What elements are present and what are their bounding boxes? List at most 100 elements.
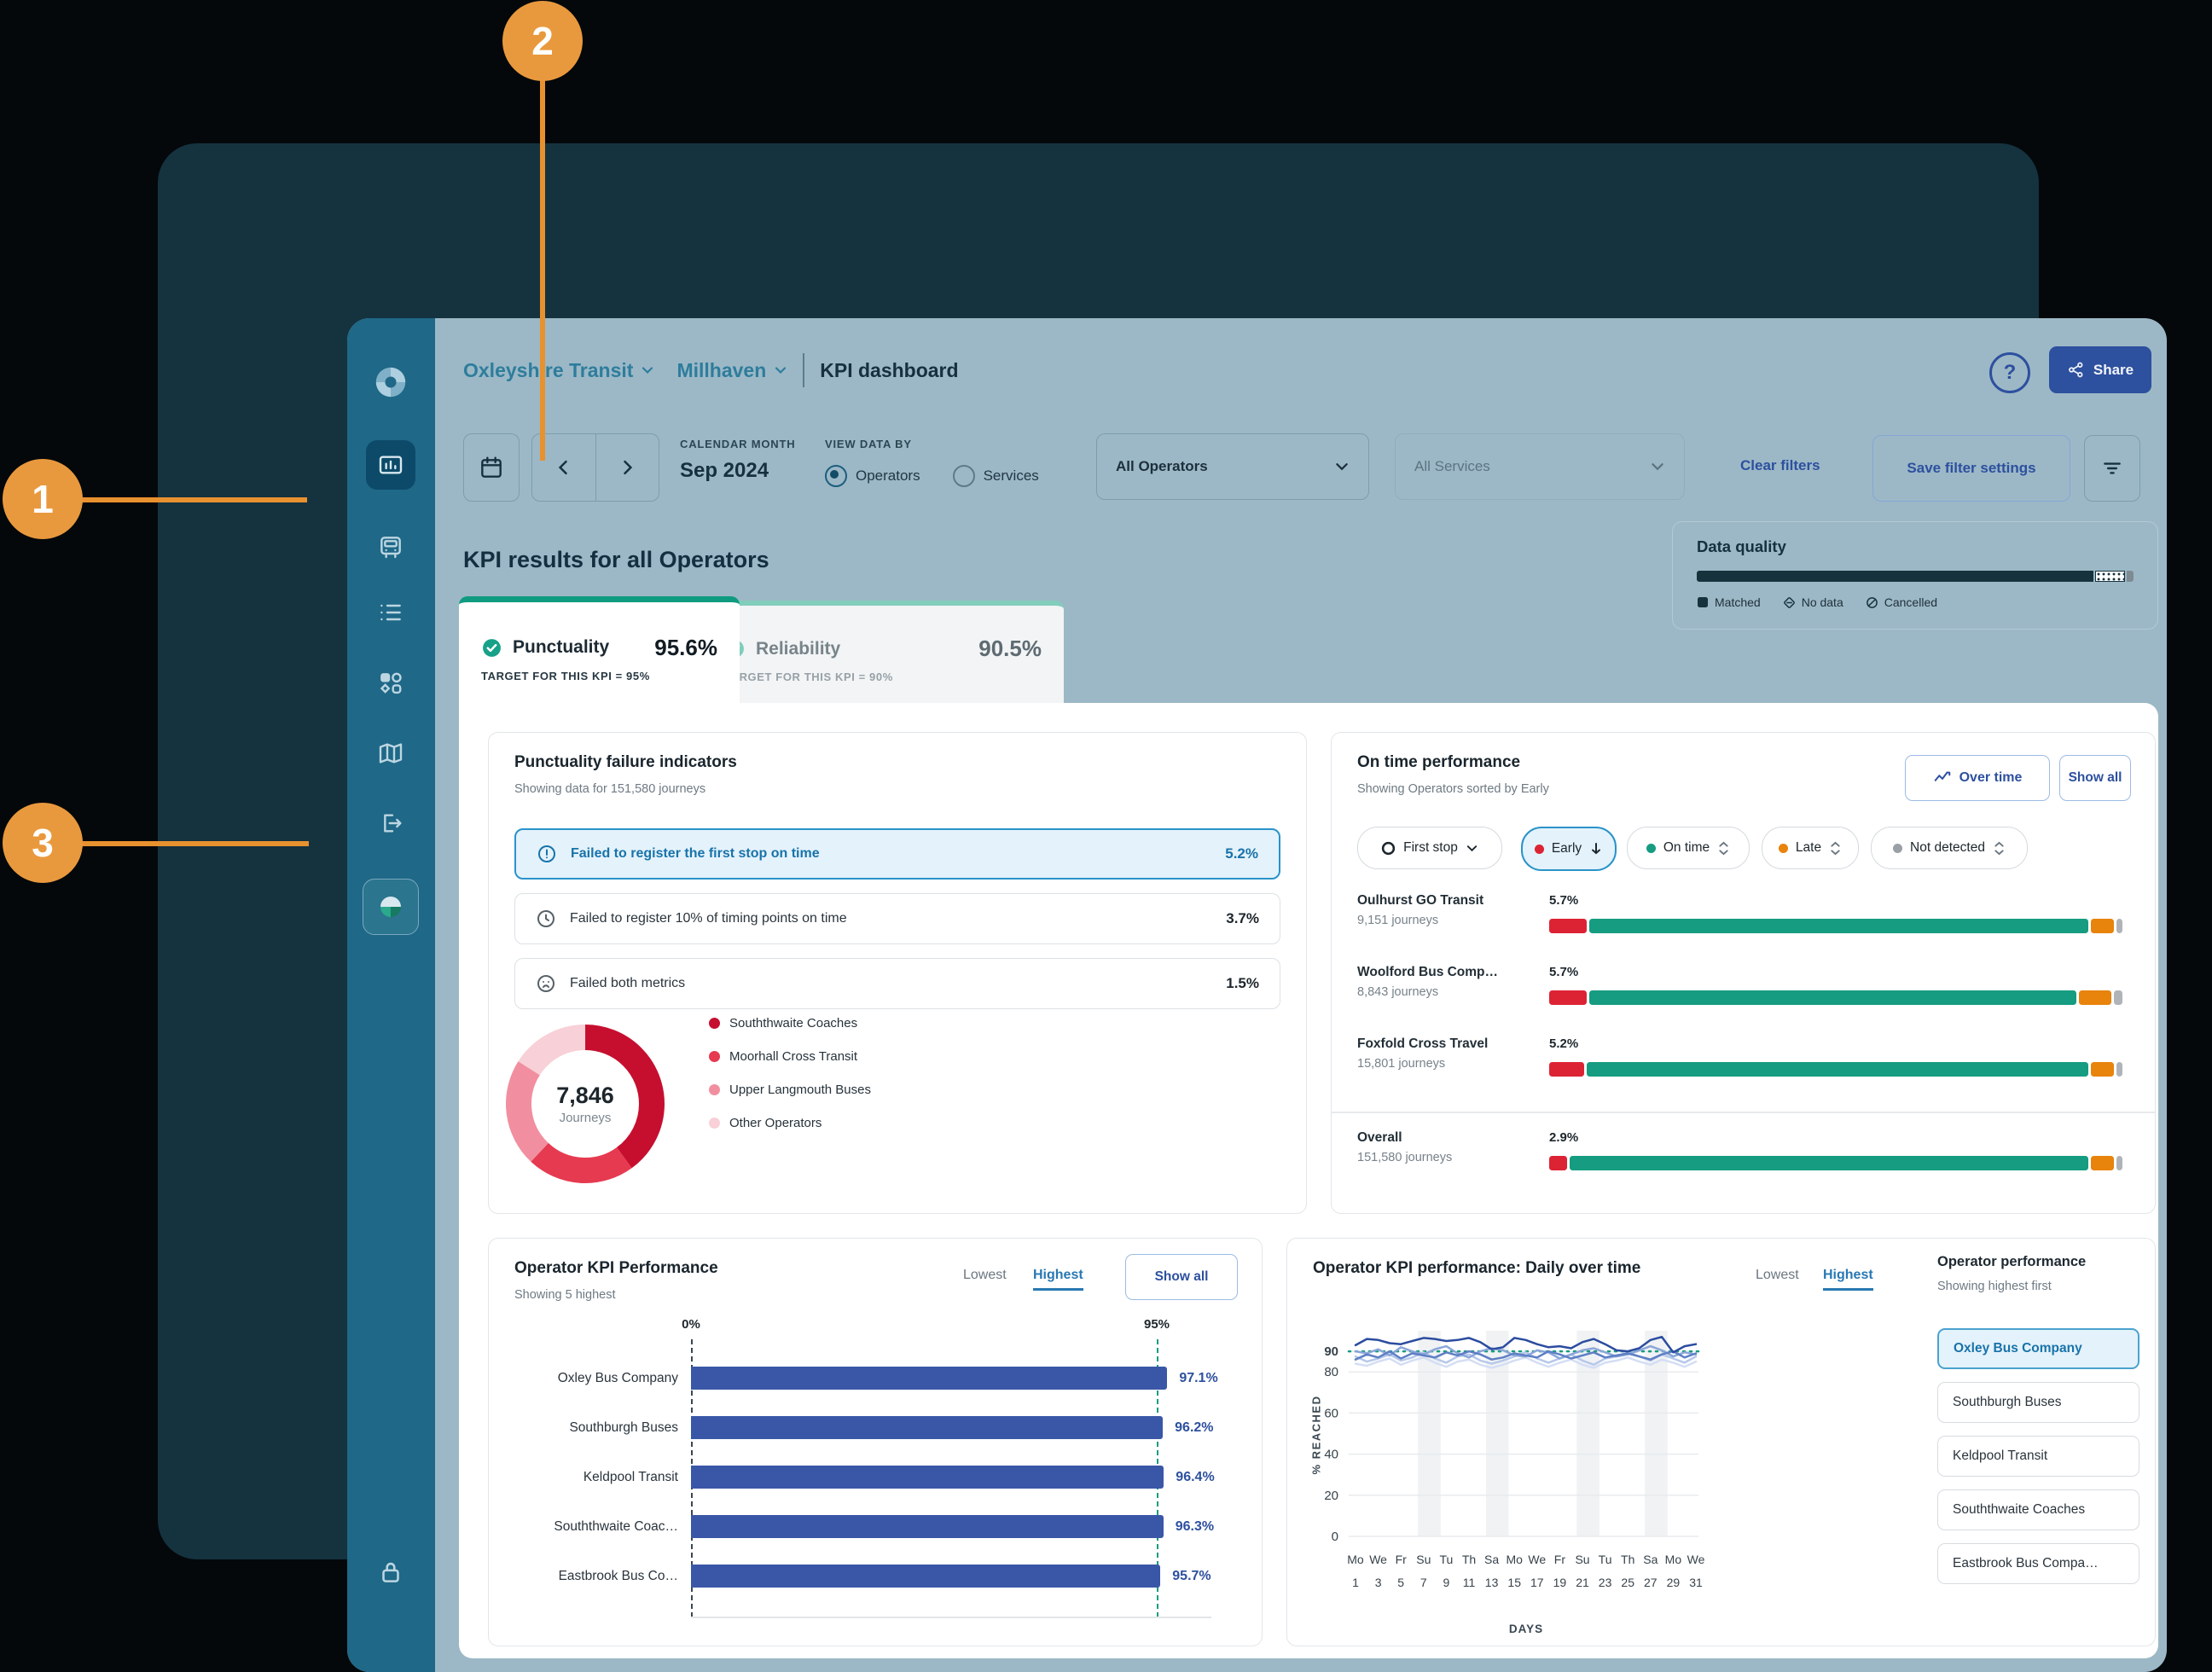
axis-target-label: 95%	[1143, 1317, 1170, 1332]
radio-operators[interactable]	[825, 465, 847, 487]
svg-text:60: 60	[1324, 1406, 1338, 1420]
services-select[interactable]: All Services	[1395, 433, 1685, 500]
legend-dot	[709, 1051, 720, 1062]
operator-chip-eastbrook[interactable]: Eastbrook Bus Compa…	[1937, 1543, 2139, 1584]
calendar-button[interactable]	[463, 433, 520, 502]
svg-text:Mo: Mo	[1506, 1553, 1523, 1566]
circle-outline-icon	[1381, 841, 1396, 855]
filter-settings-button[interactable]	[2084, 435, 2140, 502]
operator-name: Overall	[1357, 1130, 1402, 1145]
operator-chip-southburgh[interactable]: Southburgh Buses	[1937, 1382, 2139, 1423]
chevron-down-icon	[1652, 463, 1663, 471]
stacked-bar	[1549, 990, 2125, 1005]
help-button[interactable]: ?	[1989, 352, 2030, 393]
otp-show-all-button[interactable]: Show all	[2059, 755, 2131, 801]
chip-early[interactable]: Early	[1521, 827, 1617, 871]
segment-on-time	[1586, 1062, 2088, 1077]
next-month-button[interactable]	[596, 434, 659, 501]
bar-label: Southburgh Buses	[569, 1419, 678, 1435]
operator-kpi-performance-panel: Operator KPI Performance Showing 5 highe…	[488, 1238, 1263, 1646]
sort-icon	[1831, 841, 1840, 855]
breadcrumb-divider	[803, 353, 805, 387]
dq-segment-no-data	[2094, 571, 2126, 582]
svg-text:Su: Su	[1416, 1553, 1431, 1566]
failure-row-both-metrics[interactable]: Failed both metrics 1.5%	[514, 958, 1280, 1009]
chip-late[interactable]: Late	[1762, 827, 1859, 869]
perf-show-all-button[interactable]: Show all	[1125, 1254, 1238, 1300]
lock-icon[interactable]	[376, 1558, 405, 1587]
failure-row-first-stop[interactable]: Failed to register the first stop on tim…	[514, 828, 1280, 880]
chip-first-stop[interactable]: First stop	[1357, 827, 1502, 869]
operators-select[interactable]: All Operators	[1096, 433, 1369, 500]
chip-not-detected[interactable]: Not detected	[1871, 827, 2028, 869]
chip-on-time[interactable]: On time	[1627, 827, 1750, 869]
radio-services-label: Services	[983, 467, 1039, 484]
share-icon	[2068, 362, 2083, 378]
svg-text:Su: Su	[1575, 1553, 1589, 1566]
tab-punctuality-value: 95.6%	[654, 634, 717, 660]
failure-row-value: 5.2%	[1225, 845, 1258, 862]
segment-late	[2090, 1062, 2114, 1077]
save-filter-settings-button[interactable]: Save filter settings	[1872, 435, 2070, 502]
prev-month-button[interactable]	[532, 434, 596, 501]
toggle-lowest[interactable]: Lowest	[963, 1268, 1007, 1282]
svg-text:0: 0	[1332, 1530, 1338, 1544]
clock-icon	[537, 910, 554, 927]
share-label: Share	[2093, 361, 2134, 378]
daily-toggle-highest[interactable]: Highest	[1823, 1268, 1873, 1291]
operator-chip-keldpool[interactable]: Keldpool Transit	[1937, 1436, 2139, 1477]
sidebar-item-dashboard[interactable]	[366, 440, 415, 490]
legend-matched-label: Matched	[1715, 595, 1761, 609]
operator-name: Foxfold Cross Travel	[1357, 1036, 1489, 1051]
sidebar-item-analytics-app[interactable]	[363, 879, 419, 935]
segment-late	[2090, 919, 2114, 933]
failure-row-value: 3.7%	[1226, 910, 1259, 926]
daily-line-chart: 0 20 40 60 80 90 Mo 1 We 3 Fr 5 Su 7 Tu 9 Th 11 Sa 13 Mo 15 We…	[1324, 1331, 1705, 1589]
annotation-number: 3	[32, 821, 54, 865]
failure-row-timing-points[interactable]: Failed to register 10% of timing points …	[514, 893, 1280, 944]
operator-chip-souththwaite[interactable]: Souththwaite Coaches	[1937, 1489, 2139, 1530]
svg-text:Th: Th	[1621, 1553, 1634, 1566]
sidebar-item-map[interactable]	[377, 740, 404, 767]
tab-punctuality[interactable]: Punctuality 95.6% TARGET FOR THIS KPI = …	[459, 596, 740, 714]
legend-label: Upper Langmouth Buses	[729, 1083, 871, 1097]
operators-select-value: All Operators	[1116, 458, 1208, 474]
operator-name: Oulhurst GO Transit	[1357, 893, 1484, 908]
failure-panel-subtitle: Showing data for 151,580 journeys	[514, 782, 706, 796]
matched-icon	[1698, 597, 1708, 607]
bar	[691, 1367, 1168, 1390]
radio-operators-label: Operators	[856, 467, 920, 484]
sidebar-item-categories[interactable]	[377, 670, 404, 697]
svg-text:29: 29	[1667, 1576, 1681, 1589]
stacked-bar	[1549, 1156, 2125, 1170]
breadcrumb-area[interactable]: Millhaven	[676, 359, 787, 382]
toggle-highest[interactable]: Highest	[1033, 1268, 1083, 1291]
sidebar-item-list[interactable]	[377, 599, 404, 626]
calendar-month-value: Sep 2024	[680, 459, 769, 482]
breadcrumb-org[interactable]: Oxleyshire Transit	[463, 359, 654, 382]
breadcrumb-org-label: Oxleyshire Transit	[463, 358, 634, 381]
svg-text:Tu: Tu	[1439, 1553, 1453, 1566]
svg-text:We: We	[1528, 1553, 1546, 1566]
perf-row: Oxley Bus Company 97.1%	[514, 1367, 1218, 1390]
operator-chip-oxley[interactable]: Oxley Bus Company	[1937, 1328, 2139, 1369]
svg-text:We: We	[1687, 1553, 1705, 1566]
sidebar	[347, 318, 435, 1672]
operator-chip-label: Oxley Bus Company	[1954, 1341, 2082, 1356]
on-time-dot	[1646, 843, 1656, 853]
sidebar-item-logout[interactable]	[377, 810, 404, 837]
cancelled-icon	[1866, 596, 1878, 608]
radio-services[interactable]	[952, 465, 975, 487]
tab-reliability[interactable]: Reliability 90.5% TARGET FOR THIS KPI = …	[702, 601, 1064, 713]
over-time-button[interactable]: Over time	[1905, 755, 2050, 801]
svg-text:11: 11	[1463, 1576, 1476, 1589]
month-stepper	[531, 433, 659, 502]
chip-label: Late	[1795, 840, 1822, 855]
svg-text:5: 5	[1397, 1576, 1404, 1589]
daily-toggle-lowest[interactable]: Lowest	[1756, 1268, 1799, 1282]
share-button[interactable]: Share	[2049, 346, 2151, 393]
clear-filters-link[interactable]: Clear filters	[1740, 457, 1820, 473]
sidebar-item-vehicles[interactable]	[377, 533, 404, 560]
breadcrumb: Oxleyshire Transit Millhaven KPI dashboa…	[463, 351, 959, 390]
daily-title: Operator KPI performance: Daily over tim…	[1313, 1259, 1641, 1277]
